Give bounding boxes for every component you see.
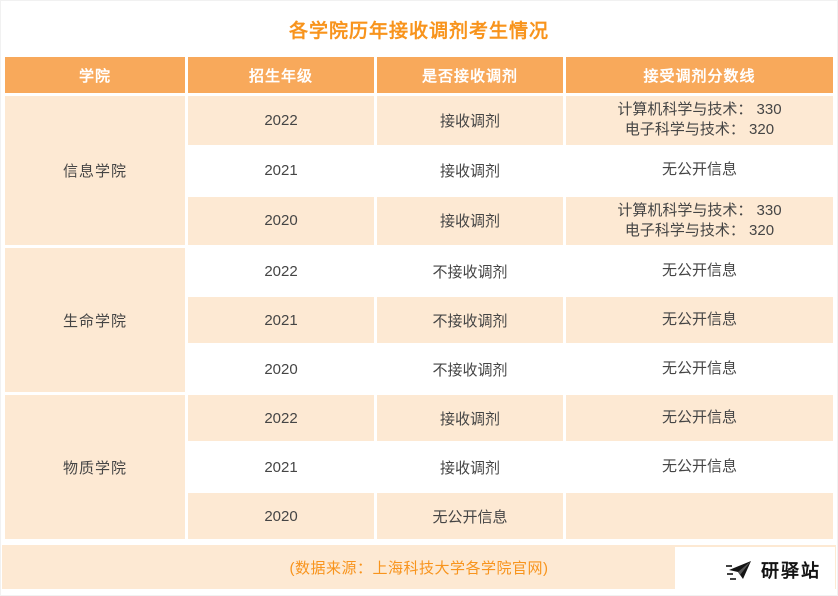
college-cell: 信息学院	[5, 96, 185, 245]
year-cell: 2020	[188, 346, 374, 392]
col-header-year: 招生年级	[188, 57, 374, 93]
accept-cell: 接收调剂	[377, 395, 563, 441]
accept-cell: 接收调剂	[377, 147, 563, 194]
header-row: 学院 招生年级 是否接收调剂 接受调剂分数线	[5, 57, 833, 93]
table-row: 2021 不接收调剂 无公开信息	[5, 297, 833, 343]
score-cell: 无公开信息	[566, 297, 833, 343]
score-cell: 计算机科学与技术： 330 电子科学与技术： 320	[566, 196, 833, 245]
accept-cell: 接收调剂	[377, 196, 563, 245]
year-cell: 2022	[188, 96, 374, 145]
accept-cell: 不接收调剂	[377, 297, 563, 343]
table-row: 物质学院 2022 接收调剂 无公开信息	[5, 395, 833, 539]
year-cell: 2020	[188, 196, 374, 245]
accept-cell: 接收调剂	[377, 96, 563, 145]
accept-cell: 不接收调剂	[377, 346, 563, 392]
year-cell: 2021	[188, 147, 374, 194]
college-cell: 生命学院	[5, 248, 185, 392]
logo: 研驿站	[675, 547, 835, 593]
score-cell: 计算机科学与技术： 330 电子科学与技术： 320	[566, 96, 833, 145]
accept-cell: 不接收调剂	[377, 248, 563, 294]
table-row: 2021 接收调剂 无公开信息	[5, 147, 833, 194]
score-cell: 无公开信息	[566, 346, 833, 392]
page-title: 各学院历年接收调剂考生情况	[288, 21, 549, 42]
college-cell: 物质学院	[5, 395, 185, 539]
table-row: 2021 接收调剂 无公开信息	[5, 444, 833, 490]
table-row: 2020 无公开信息	[5, 493, 833, 539]
year-cell: 2020	[188, 493, 374, 539]
data-source-text: (数据来源：上海科技大学各学院官网)	[289, 559, 549, 577]
year-cell: 2022	[188, 395, 374, 441]
col-header-college: 学院	[5, 57, 185, 93]
table-row: 2020 不接收调剂 无公开信息	[5, 346, 833, 392]
table-row: 生命学院 2022 不接收调剂 无公开信息	[5, 248, 833, 392]
score-cell	[566, 493, 833, 539]
score-cell: 无公开信息	[566, 248, 833, 294]
logo-text: 研驿站	[761, 561, 821, 581]
col-header-scoreline: 接受调剂分数线	[566, 57, 833, 93]
score-cell: 无公开信息	[566, 147, 833, 194]
score-cell: 无公开信息	[566, 444, 833, 490]
accept-cell: 无公开信息	[377, 493, 563, 539]
accept-cell: 接收调剂	[377, 444, 563, 490]
year-cell: 2021	[188, 444, 374, 490]
score-cell: 无公开信息	[566, 395, 833, 441]
paper-plane-icon	[726, 561, 751, 580]
year-cell: 2021	[188, 297, 374, 343]
year-cell: 2022	[188, 248, 374, 294]
col-header-accepts: 是否接收调剂	[377, 57, 563, 93]
transfer-admission-table: 学院 招生年级 是否接收调剂 接受调剂分数线 信息学院 2022 接收调剂 计算…	[2, 54, 836, 542]
table-row: 2020 接收调剂 计算机科学与技术： 330 电子科学与技术： 320	[5, 196, 833, 245]
table-row: 信息学院 2022 接收调剂 计算机科学与技术： 330 电子科学与技术： 32…	[5, 96, 833, 245]
